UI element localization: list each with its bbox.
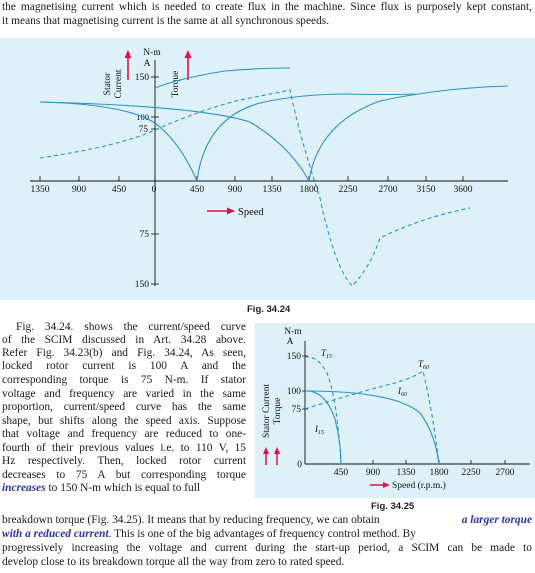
figure-34-25: N-m A 150 100 75 0 450 900 1350 1800 225…: [255, 323, 535, 498]
emphasis-reduced-current: with a reduced current: [2, 528, 109, 540]
left-paragraph-line: increases to 150 N-m which is equal to f…: [2, 482, 201, 494]
fig2-x-tick-label: 2250: [462, 468, 481, 478]
left-paragraph-line: locked rotor current is 100 A and the: [2, 360, 246, 372]
fig2-i60-label: I60: [397, 386, 407, 398]
intro-line-2: it means that magnetising current is the…: [2, 15, 330, 27]
fig1-current-label: Current: [114, 69, 124, 98]
fig1-x-tick-label: 2700: [379, 185, 398, 195]
fig1-torque-curve-top: [154, 67, 291, 89]
fig1-caption: Fig. 34.24: [247, 304, 291, 315]
fig1-x-tick-label: 0: [152, 185, 157, 195]
fig1-current-curve-450: [39, 101, 198, 182]
fig1-unit-nm: N-m: [143, 48, 161, 58]
fig2-speed-arrow: [370, 482, 390, 488]
fig2-t15-curve: [304, 356, 342, 465]
fig2-ylabel-current: Stator Current: [262, 384, 272, 438]
bottom-line-3: progressively increasing the voltage and…: [2, 542, 532, 554]
fig1-x-tick-label: 1350: [31, 185, 50, 195]
left-paragraph-line: decreases to 75 A but corresponding torq…: [2, 469, 246, 481]
fig1-y-tick-label: 75: [140, 230, 150, 240]
figure-34-24-graph: 1350 900 450 0 450 900 1350 1800 2250 27…: [30, 48, 509, 290]
fig2-unit-nm: N-m: [284, 327, 302, 337]
fig2-i15-label: I15: [314, 424, 324, 436]
fig2-t60-label: T60: [418, 359, 429, 371]
fig2-speed-label: Speed (r.p.m.): [392, 480, 446, 491]
fig2-x-tick-label: 1350: [397, 468, 416, 478]
fig2-t15-label: T15: [321, 348, 332, 360]
intro-line-1: the magnetising current which is needed …: [2, 1, 532, 13]
fig2-tick-marks: [302, 355, 506, 464]
fig1-torque-arrow: [184, 50, 192, 80]
fig1-x-tick-label: 2250: [339, 185, 358, 195]
fig1-x-tick-label: 3150: [417, 185, 436, 195]
fig1-current-curve-450-rise: [196, 93, 416, 182]
fig1-x-tick-label: 900: [228, 185, 243, 195]
fig1-x-tick-label: 450: [112, 185, 127, 195]
fig1-unit-a: A: [144, 59, 151, 69]
fig1-torque-label: Torque: [171, 71, 181, 98]
fig1-y-tick-label: 150: [135, 73, 150, 83]
fig2-y-tick-label: 75: [292, 405, 302, 415]
fig2-x-tick-label: 2700: [496, 468, 515, 478]
fig1-x-tick-label: 3600: [454, 185, 473, 195]
fig2-i60-curve: [304, 390, 440, 465]
left-paragraph-line: corresponding torque is 75 N-m. If stato…: [2, 374, 246, 386]
left-paragraph-line: shape, but shifts along the speed axis. …: [2, 415, 246, 427]
bottom-line-2: with a reduced current. This is one of t…: [2, 528, 416, 540]
fig2-y-tick-label: 100: [287, 387, 302, 397]
fig2-torque-arrow: [274, 447, 280, 465]
fig1-current-curve-1800: [39, 101, 310, 182]
figure-34-25-graph: N-m A 150 100 75 0 450 900 1350 1800 225…: [262, 327, 530, 491]
fig1-speed-label: Speed: [238, 207, 264, 218]
fig2-i15-curve: [304, 390, 342, 465]
left-paragraph-line: voltage and frequency are varied in the …: [2, 388, 246, 400]
fig2-unit-a: A: [287, 337, 294, 347]
emphasis-larger-torque: a larger torque: [461, 514, 532, 526]
left-paragraph-line: of the SCIM discussed in Art. 34.28 abov…: [2, 334, 246, 346]
left-paragraph-line: that voltage and frequency are reduced t…: [2, 428, 246, 440]
fig2-caption: Fig. 34.25: [371, 501, 415, 512]
fig1-x-tick-label: 450: [190, 185, 205, 195]
fig1-stator-label: Stator: [103, 72, 113, 96]
fig2-x-tick-label: 450: [334, 468, 349, 478]
bottom-line-4: develop close to its breakdown torque al…: [2, 556, 345, 568]
fig2-ylabel-torque: Torque: [273, 398, 283, 425]
fig2-zero-label: 0: [297, 460, 302, 470]
fig1-y-tick-label: 150: [135, 280, 150, 290]
fig1-x-tick-label: 1350: [263, 185, 282, 195]
left-paragraph-line: Fig. 34.24. shows the current/speed curv…: [16, 321, 246, 333]
fig2-y-tick-label: 150: [287, 352, 302, 362]
left-paragraph-line: proportion, current/speed curve has the …: [2, 401, 246, 413]
fig1-current-arrow: [124, 50, 132, 80]
fig2-t60-curve: [304, 370, 440, 465]
fig1-y-tick-label: 75: [139, 125, 149, 135]
fig1-x-tick-label: 900: [72, 185, 87, 195]
fig2-current-arrow: [263, 447, 269, 465]
left-paragraph-line: Refer Fig. 34.23(b) and Fig. 34.24, As s…: [2, 347, 246, 359]
fig1-torque-curve-dashed: [39, 89, 471, 287]
emphasis-increases: increases: [2, 482, 46, 494]
bottom-line-1: breakdown torque (Fig. 34.25). It means …: [2, 514, 532, 526]
fig2-x-tick-label: 900: [366, 468, 381, 478]
fig2-x-tick-label: 1800: [430, 468, 449, 478]
left-paragraph-line: Hz respectively. Then, locked rotor curr…: [2, 455, 246, 467]
fig1-speed-arrow: [207, 207, 235, 215]
fig1-x-tick-marks: [39, 176, 464, 181]
left-paragraph-line: fourth of their previous values i.e. to …: [2, 442, 246, 454]
fig1-x-tick-label: 1800: [300, 185, 319, 195]
figure-34-24: 1350 900 450 0 450 900 1350 1800 2250 27…: [0, 38, 535, 300]
fig1-current-curve-1800-rise: [308, 85, 509, 182]
